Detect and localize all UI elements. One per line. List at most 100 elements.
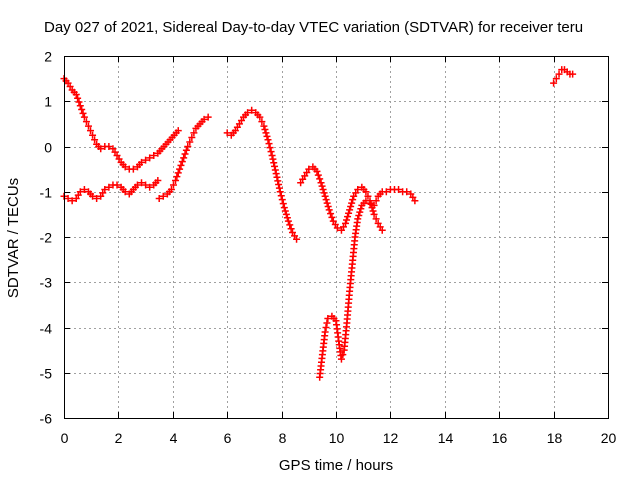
- data-point-marker: [287, 225, 295, 233]
- data-point-marker: [263, 132, 271, 140]
- data-point-marker: [355, 212, 363, 220]
- data-point-marker: [284, 217, 292, 225]
- data-point-marker: [369, 207, 377, 215]
- data-point-marker: [319, 185, 327, 193]
- data-point-marker: [370, 201, 378, 209]
- data-point-marker: [167, 185, 175, 193]
- data-point-marker: [79, 109, 87, 117]
- data-point-marker: [552, 75, 560, 83]
- data-point-marker: [82, 118, 90, 126]
- series-track-7: [550, 66, 577, 87]
- data-point-marker: [403, 188, 411, 196]
- data-point-marker: [256, 113, 264, 121]
- data-point-marker: [325, 206, 333, 214]
- data-point-marker: [366, 199, 374, 207]
- data-point-marker: [176, 165, 184, 173]
- data-point-marker: [248, 106, 256, 114]
- data-point-marker: [349, 196, 357, 204]
- data-point-marker: [275, 184, 283, 192]
- data-point-marker: [323, 199, 331, 207]
- data-point-marker: [74, 94, 82, 102]
- data-point-marker: [320, 189, 328, 197]
- data-point-marker: [271, 162, 279, 170]
- data-point-marker: [150, 152, 158, 160]
- data-point-marker: [348, 199, 356, 207]
- data-point-marker: [89, 192, 97, 200]
- data-point-marker: [269, 155, 277, 163]
- data-point-marker: [286, 221, 294, 229]
- data-point-marker: [322, 324, 330, 331]
- series-track-2: [60, 176, 162, 205]
- data-points: [60, 66, 577, 381]
- data-point-marker: [378, 226, 386, 234]
- grid-lines: [64, 56, 608, 418]
- data-point-marker: [76, 188, 84, 196]
- data-point-marker: [80, 113, 88, 121]
- data-point-marker: [91, 136, 99, 144]
- data-point-marker: [364, 192, 372, 200]
- data-point-marker: [356, 208, 364, 216]
- data-point-marker: [322, 196, 330, 204]
- x-tick-label: 14: [438, 430, 454, 446]
- data-point-marker: [174, 127, 182, 135]
- data-point-marker: [264, 136, 272, 144]
- data-point-marker: [323, 319, 331, 327]
- y-tick-label: 0: [44, 140, 52, 156]
- data-point-marker: [277, 192, 285, 200]
- data-point-marker: [293, 235, 301, 243]
- data-point-marker: [173, 173, 181, 181]
- data-point-marker: [270, 159, 278, 167]
- data-point-marker: [569, 70, 577, 78]
- data-point-marker: [84, 122, 92, 130]
- x-tick-label: 16: [492, 430, 508, 446]
- data-point-marker: [138, 158, 146, 166]
- data-point-marker: [223, 129, 231, 137]
- data-point-marker: [155, 195, 163, 203]
- data-point-marker: [182, 146, 190, 154]
- data-point-marker: [177, 161, 185, 169]
- data-point-marker: [357, 205, 365, 213]
- x-tick-label: 4: [170, 430, 178, 446]
- data-point-marker: [346, 206, 354, 214]
- data-point-marker: [321, 328, 329, 336]
- data-point-marker: [261, 126, 269, 134]
- y-tick-label: 1: [44, 94, 52, 110]
- data-point-marker: [267, 148, 275, 156]
- data-point-marker: [324, 202, 332, 210]
- data-point-marker: [276, 188, 284, 196]
- y-tick-label: -3: [40, 275, 53, 291]
- data-point-marker: [324, 314, 332, 322]
- data-point-marker: [347, 202, 355, 210]
- data-point-marker: [93, 195, 101, 203]
- data-point-marker: [184, 143, 192, 150]
- data-point-marker: [339, 351, 347, 359]
- data-point-marker: [305, 165, 313, 173]
- x-axis-label: GPS time / hours: [279, 457, 393, 474]
- y-tick-label: -2: [40, 230, 53, 246]
- data-point-marker: [370, 210, 378, 218]
- data-point-marker: [313, 167, 321, 175]
- data-point-marker: [174, 169, 182, 177]
- x-tick-labels: 0 2 4 6 8 10 12 14 16 18 20: [61, 430, 617, 446]
- data-point-marker: [89, 131, 97, 139]
- data-point-marker: [186, 138, 194, 146]
- data-point-marker: [138, 179, 146, 187]
- data-point-marker: [260, 122, 268, 130]
- data-point-marker: [200, 115, 208, 123]
- x-tick-label: 12: [383, 430, 399, 446]
- data-point-marker: [354, 215, 362, 223]
- series-track-4: [223, 106, 301, 243]
- data-point-marker: [382, 188, 390, 196]
- data-point-marker: [316, 175, 324, 183]
- data-point-marker: [279, 200, 287, 208]
- data-point-marker: [80, 185, 88, 193]
- series-track-5: [297, 163, 386, 234]
- data-point-marker: [550, 79, 558, 87]
- data-point-marker: [68, 197, 76, 205]
- data-point-marker: [362, 188, 370, 196]
- data-point-marker: [266, 144, 274, 152]
- x-tick-label: 20: [601, 430, 617, 446]
- data-point-marker: [327, 210, 335, 218]
- data-point-marker: [188, 133, 196, 141]
- data-point-marker: [181, 150, 189, 158]
